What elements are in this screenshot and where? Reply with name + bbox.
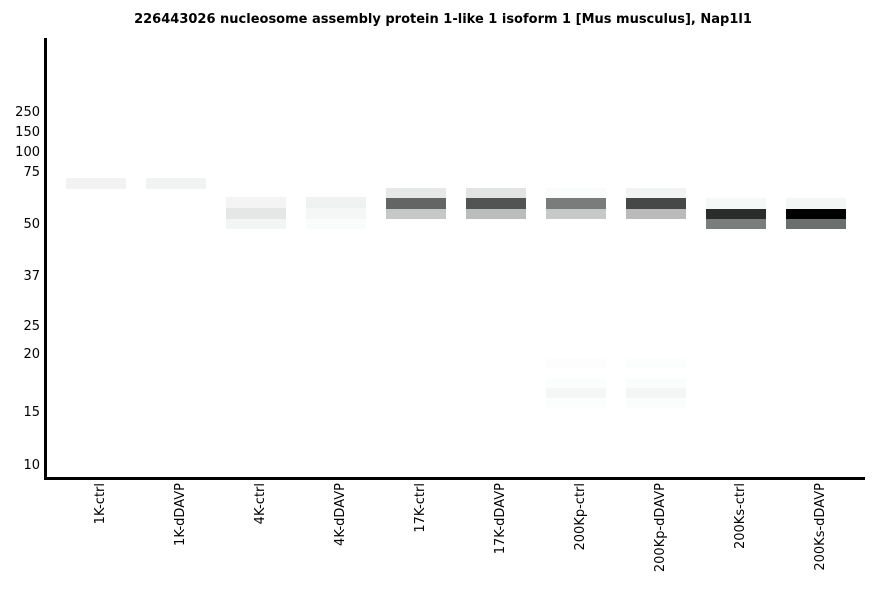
- blot-band: [386, 209, 446, 219]
- figure-title: 226443026 nucleosome assembly protein 1-…: [134, 12, 752, 27]
- blot-band: [786, 209, 846, 219]
- x-lane-label: 4K-dDAVP: [333, 483, 348, 546]
- blot-band: [706, 198, 766, 209]
- y-tick-label: 250: [15, 105, 40, 120]
- y-tick-label: 37: [23, 269, 40, 284]
- x-lane-label: 1K-dDAVP: [173, 483, 188, 546]
- y-tick-label: 50: [23, 217, 40, 232]
- blot-band: [626, 398, 686, 408]
- blot-band: [226, 219, 286, 229]
- blot-band: [386, 188, 446, 198]
- blot-band: [706, 209, 766, 219]
- x-axis-line: [44, 477, 865, 480]
- blot-band: [306, 197, 366, 208]
- blot-band: [626, 209, 686, 219]
- y-tick-label: 150: [15, 125, 40, 140]
- y-tick-label: 75: [23, 165, 40, 180]
- y-tick-label: 25: [23, 319, 40, 334]
- x-lane-label: 1K-ctrl: [93, 483, 108, 525]
- blot-band: [466, 198, 526, 209]
- blot-band: [546, 398, 606, 408]
- blot-band: [386, 198, 446, 209]
- blot-band: [626, 388, 686, 398]
- blot-band: [306, 219, 366, 229]
- x-lane-label: 200Ks-ctrl: [733, 483, 748, 550]
- blot-band: [226, 197, 286, 208]
- blot-band: [786, 219, 846, 229]
- blot-band: [546, 358, 606, 368]
- y-tick-label: 100: [15, 145, 40, 160]
- blot-band: [626, 198, 686, 209]
- y-axis-line: [44, 38, 47, 480]
- x-lane-label: 17K-ctrl: [413, 483, 428, 533]
- blot-band: [546, 388, 606, 398]
- blot-band: [626, 188, 686, 198]
- x-lane-label: 200Kp-dDAVP: [653, 483, 668, 573]
- blot-band: [706, 219, 766, 229]
- blot-band: [546, 209, 606, 219]
- blot-band: [786, 198, 846, 209]
- blot-band: [66, 178, 126, 189]
- blot-band: [466, 209, 526, 219]
- x-lane-label: 200Kp-ctrl: [573, 483, 588, 551]
- x-lane-label: 200Ks-dDAVP: [813, 483, 828, 571]
- blot-band: [226, 208, 286, 219]
- blot-band: [146, 178, 206, 189]
- blot-band: [546, 198, 606, 209]
- blot-band: [306, 208, 366, 219]
- blot-band: [466, 188, 526, 198]
- blot-band: [626, 358, 686, 368]
- blot-band: [546, 378, 606, 388]
- blot-band: [626, 378, 686, 388]
- x-lane-label: 4K-ctrl: [253, 483, 268, 525]
- blot-band: [546, 188, 606, 198]
- y-tick-label: 15: [23, 405, 40, 420]
- x-lane-label: 17K-dDAVP: [493, 483, 508, 555]
- y-tick-label: 20: [23, 347, 40, 362]
- y-tick-label: 10: [23, 458, 40, 473]
